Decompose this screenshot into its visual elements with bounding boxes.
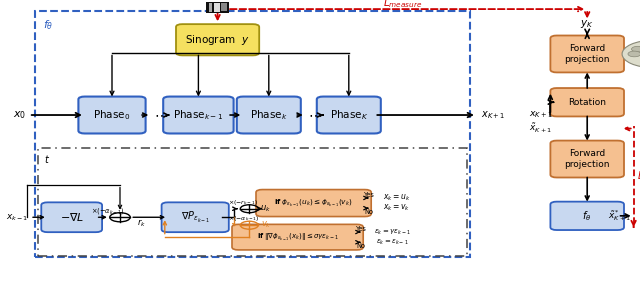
Text: Yes: Yes (364, 191, 374, 198)
Bar (206, 2, 229, 13)
FancyBboxPatch shape (550, 36, 624, 72)
Text: $f_\theta$: $f_\theta$ (43, 18, 53, 32)
Circle shape (622, 40, 640, 68)
Text: $\mathbf{if}\;\|\nabla\phi_{\varepsilon_{k-1}}(x_k)\| \leq \sigma\gamma\varepsil: $\mathbf{if}\;\|\nabla\phi_{\varepsilon_… (257, 232, 339, 243)
Text: No: No (356, 243, 366, 249)
Text: $\times(-\alpha_{k-1})$: $\times(-\alpha_{k-1})$ (91, 206, 125, 216)
Bar (214, 3, 220, 12)
Text: Phase$_K$: Phase$_K$ (330, 108, 368, 122)
Text: Rotation: Rotation (568, 98, 606, 107)
Circle shape (632, 46, 640, 52)
Text: $\times(-r_{k-1})$: $\times(-r_{k-1})$ (228, 198, 259, 207)
Text: $r_k$: $r_k$ (137, 218, 147, 229)
Text: Yes: Yes (356, 225, 367, 232)
Text: No: No (365, 208, 374, 215)
Text: $x_k = v_k$: $x_k = v_k$ (383, 203, 410, 213)
Text: $\times(-\alpha_{k-1})$: $\times(-\alpha_{k-1})$ (228, 214, 259, 224)
FancyBboxPatch shape (161, 202, 229, 232)
Text: $x_{K+1}$: $x_{K+1}$ (481, 109, 505, 121)
Text: $\cdots$: $\cdots$ (154, 107, 168, 122)
Text: Forward
projection: Forward projection (564, 149, 610, 169)
FancyBboxPatch shape (163, 97, 234, 133)
Text: Phase$_{k-1}$: Phase$_{k-1}$ (173, 108, 223, 122)
Text: Forward
projection: Forward projection (564, 44, 610, 64)
Text: $\varepsilon_k = \varepsilon_{k-1}$: $\varepsilon_k = \varepsilon_{k-1}$ (376, 238, 408, 247)
FancyBboxPatch shape (550, 141, 624, 178)
Text: $\varepsilon_k = \gamma\varepsilon_{k-1}$: $\varepsilon_k = \gamma\varepsilon_{k-1}… (374, 227, 410, 237)
Text: $y_K$: $y_K$ (580, 18, 594, 30)
FancyBboxPatch shape (550, 202, 624, 230)
Bar (221, 3, 227, 11)
Bar (209, 3, 212, 12)
FancyBboxPatch shape (78, 97, 146, 133)
FancyBboxPatch shape (232, 224, 364, 250)
Text: Phase$_0$: Phase$_0$ (93, 108, 131, 122)
Text: $\cdots$: $\cdots$ (308, 107, 323, 122)
FancyBboxPatch shape (317, 97, 381, 133)
FancyBboxPatch shape (237, 97, 301, 133)
Text: $\tilde{x}_{K+1}$: $\tilde{x}_{K+1}$ (529, 122, 552, 135)
Text: $u_k$: $u_k$ (260, 204, 271, 214)
Text: $L_{image}$: $L_{image}$ (637, 169, 640, 184)
Text: $\mathbf{if}\;\phi_{\varepsilon_{k-1}}(u_k) \leq \phi_{\varepsilon_{k-1}}(v_k)$: $\mathbf{if}\;\phi_{\varepsilon_{k-1}}(u… (275, 198, 353, 208)
FancyBboxPatch shape (550, 88, 624, 116)
Text: $x_{K+1}$: $x_{K+1}$ (529, 110, 553, 120)
Text: $\tilde{x}^*_{K+1}$: $\tilde{x}^*_{K+1}$ (608, 208, 630, 223)
Text: $x_0$: $x_0$ (13, 109, 26, 121)
Text: $f_\theta$: $f_\theta$ (582, 209, 592, 223)
Text: $L_{measure}$: $L_{measure}$ (383, 0, 422, 10)
Text: $v_k$: $v_k$ (260, 220, 271, 230)
Text: $t$: $t$ (44, 153, 50, 165)
FancyBboxPatch shape (42, 202, 102, 232)
Text: $-\nabla L$: $-\nabla L$ (60, 211, 84, 223)
Circle shape (628, 51, 640, 57)
Text: Phase$_k$: Phase$_k$ (250, 108, 287, 122)
FancyBboxPatch shape (256, 190, 371, 217)
Text: $\nabla P_{\varepsilon_{k-1}}$: $\nabla P_{\varepsilon_{k-1}}$ (180, 210, 210, 225)
Text: Sinogram  $y$: Sinogram $y$ (186, 33, 250, 47)
Text: $x_{k-1}$: $x_{k-1}$ (6, 212, 29, 222)
Text: $x_k = u_k$: $x_k = u_k$ (383, 193, 411, 203)
FancyBboxPatch shape (176, 24, 259, 55)
